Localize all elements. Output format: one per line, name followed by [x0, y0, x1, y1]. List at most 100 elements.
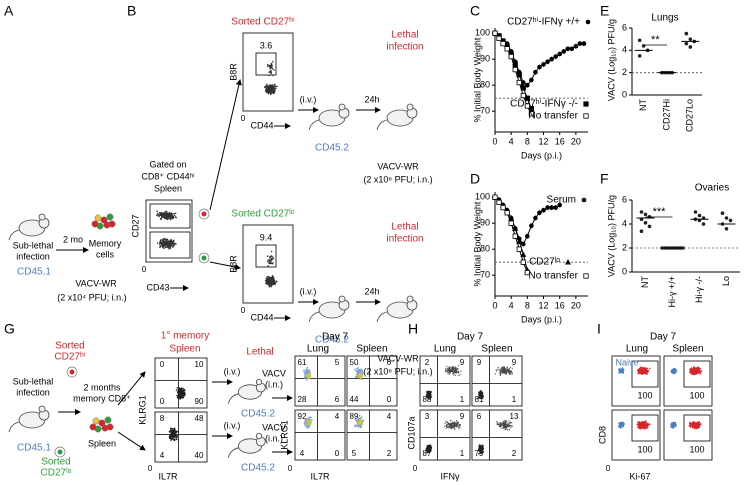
event-dot: [446, 372, 448, 374]
label: VACV-WR: [377, 161, 419, 171]
x-tick-label: 4: [509, 300, 514, 310]
event-dot: [697, 371, 700, 373]
event-dot: [361, 374, 364, 377]
event-dot: [496, 370, 498, 372]
event-dot: [621, 425, 623, 428]
quadrant-percent: 6: [477, 412, 482, 421]
event-dot: [450, 426, 452, 428]
event-dot: [174, 212, 177, 215]
y-tick-label: 70: [480, 106, 490, 116]
event-dot: [501, 369, 504, 371]
event-dot: [272, 276, 275, 278]
event-dot: [177, 391, 179, 394]
point: [504, 46, 510, 52]
event-dot: [478, 449, 481, 452]
point: [512, 225, 519, 231]
event-dot: [449, 423, 451, 425]
event-dot: [456, 423, 458, 425]
point: [524, 103, 530, 109]
y-tick-label: 90: [480, 54, 490, 64]
mouse-icon: [227, 447, 239, 458]
event-dot: [268, 275, 270, 278]
event-dot: [183, 388, 185, 391]
event-dot: [173, 244, 175, 247]
event-dot: [358, 375, 361, 378]
mouse-icon: [308, 311, 320, 323]
event-dot: [693, 426, 696, 428]
event-dot: [510, 424, 512, 427]
significance: ***: [653, 206, 667, 218]
label: IFNγ: [441, 471, 460, 481]
event-dot: [169, 239, 172, 241]
event-dot: [273, 69, 275, 71]
event-dot: [504, 429, 506, 431]
event-dot: [273, 88, 276, 90]
event-dot: [452, 372, 454, 375]
event-dot: [697, 366, 699, 368]
point: [537, 210, 542, 216]
y-tick-label: 0: [622, 89, 627, 99]
label: CD27ʰⁱ: [54, 352, 85, 363]
point: [637, 38, 642, 43]
quadrant-percent: 2: [512, 449, 517, 458]
point: [577, 41, 583, 46]
event-dot: [692, 369, 695, 371]
event-dot: [641, 372, 643, 374]
gate-percent: 100: [637, 390, 652, 400]
plot-frame: [294, 409, 346, 461]
arrow: [117, 371, 146, 406]
event-dot: [479, 391, 482, 394]
event-dot: [446, 425, 448, 427]
event-dot: [693, 424, 695, 427]
event-dot: [272, 86, 275, 88]
event-dot: [156, 242, 159, 244]
label: 0: [413, 464, 418, 473]
event-dot: [445, 421, 447, 423]
event-dot: [303, 369, 305, 371]
event-dot: [271, 68, 274, 70]
event-dot: [267, 89, 270, 91]
event-dot: [167, 217, 170, 219]
event-dot: [693, 422, 696, 424]
event-dot: [689, 372, 691, 374]
event-dot: [163, 242, 166, 245]
event-dot: [276, 85, 278, 88]
event-dot: [426, 396, 428, 398]
event-dot: [356, 367, 358, 370]
event-dot: [460, 370, 462, 372]
quadrant-percent: 1: [460, 395, 465, 404]
event-dot: [456, 420, 458, 422]
event-dot: [646, 372, 648, 374]
event-dot: [162, 238, 164, 241]
event-dot: [452, 423, 454, 425]
event-dot: [496, 424, 498, 426]
label: infection: [386, 234, 423, 245]
event-dot: [499, 369, 501, 371]
event-dot: [457, 372, 459, 374]
event-dot: [266, 260, 269, 263]
event-dot: [273, 91, 275, 94]
quadrant-percent: 5: [352, 449, 357, 458]
event-dot: [360, 368, 362, 371]
event-dot: [453, 367, 455, 369]
event-dot: [450, 425, 452, 427]
label: Gated on: [149, 159, 186, 169]
gate: [255, 244, 277, 268]
event-dot: [449, 424, 451, 426]
event-dot: [164, 244, 166, 246]
y-tick-label: 100: [475, 192, 490, 202]
event-dot: [454, 372, 456, 374]
x-tick-label: 16: [555, 300, 565, 310]
event-dot: [172, 215, 174, 218]
event-dot: [447, 422, 449, 424]
event-dot: [167, 214, 170, 217]
point: [520, 259, 526, 265]
event-dot: [647, 424, 649, 426]
label: Day 7: [650, 332, 677, 343]
label: (i.n.): [265, 433, 283, 443]
cell-icon: [106, 423, 114, 431]
quadrant-percent: 44: [350, 395, 359, 404]
label: 0: [288, 464, 293, 473]
event-dot: [274, 85, 277, 87]
event-dot: [170, 436, 172, 439]
